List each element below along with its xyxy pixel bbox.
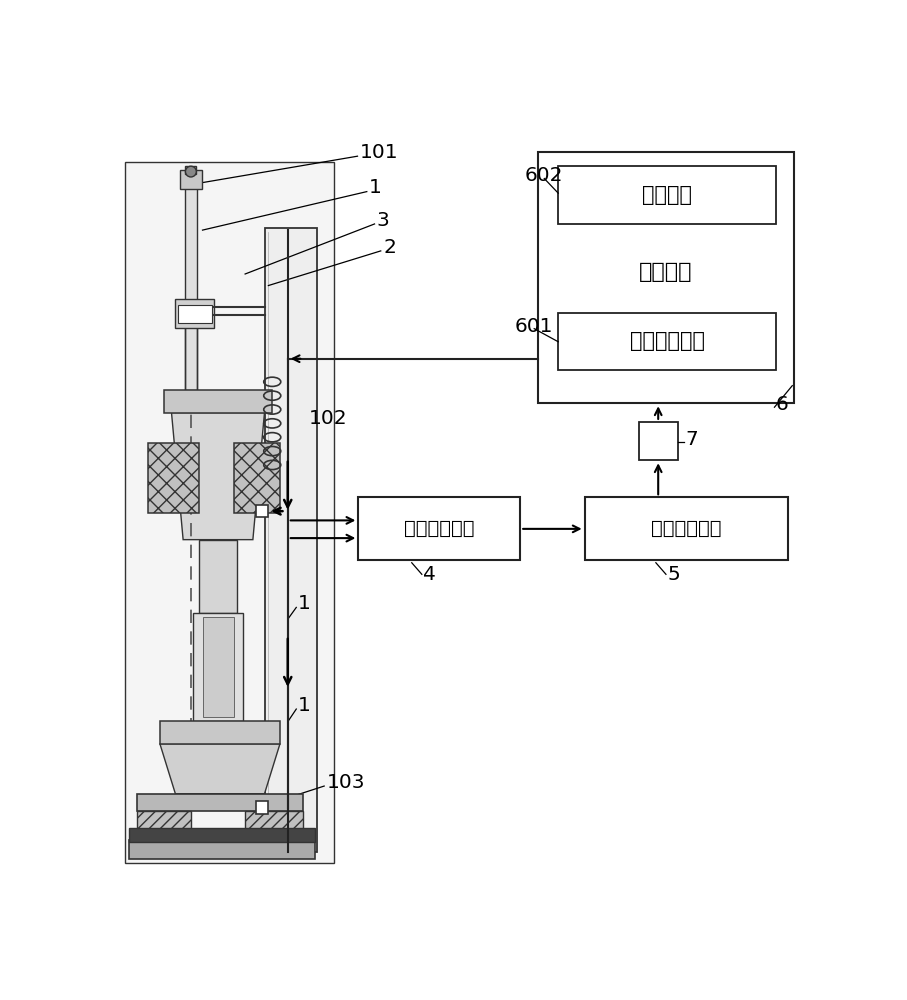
Bar xyxy=(265,228,317,852)
Text: 102: 102 xyxy=(308,409,347,428)
Polygon shape xyxy=(160,744,280,794)
Bar xyxy=(585,497,787,560)
Bar xyxy=(180,170,201,189)
Bar xyxy=(193,613,243,721)
Bar xyxy=(558,312,776,370)
Bar xyxy=(148,443,199,513)
Bar xyxy=(160,721,280,744)
Text: 2: 2 xyxy=(383,238,396,257)
Text: 602: 602 xyxy=(524,166,562,185)
Text: 监控终端: 监控终端 xyxy=(639,262,693,282)
Bar xyxy=(256,801,268,814)
Bar xyxy=(202,617,233,717)
Bar xyxy=(558,166,776,224)
Bar xyxy=(185,174,197,389)
Bar xyxy=(256,505,268,517)
Bar xyxy=(358,497,521,560)
Bar xyxy=(137,794,303,811)
Text: 1: 1 xyxy=(369,178,382,197)
Bar xyxy=(175,299,214,328)
Text: 数据处理模块: 数据处理模块 xyxy=(651,519,721,538)
Bar xyxy=(245,811,303,840)
Text: 103: 103 xyxy=(327,773,365,792)
Text: 101: 101 xyxy=(360,143,398,162)
Text: 601: 601 xyxy=(515,317,553,336)
Bar xyxy=(125,162,335,863)
Text: 1: 1 xyxy=(297,696,311,715)
Circle shape xyxy=(185,166,196,177)
Text: 6: 6 xyxy=(776,395,789,414)
Text: 显示模块: 显示模块 xyxy=(642,185,692,205)
Polygon shape xyxy=(171,413,265,540)
Text: 4: 4 xyxy=(424,565,436,584)
Bar xyxy=(639,422,678,460)
Text: 1: 1 xyxy=(297,594,311,613)
Text: 7: 7 xyxy=(686,430,698,449)
Bar xyxy=(164,389,272,413)
Text: 5: 5 xyxy=(668,565,680,584)
Bar xyxy=(178,305,212,323)
Bar xyxy=(129,828,315,842)
Text: 数据采集模块: 数据采集模块 xyxy=(404,519,474,538)
Text: 终端处理模块: 终端处理模块 xyxy=(629,331,705,351)
Text: 3: 3 xyxy=(377,211,390,230)
Bar xyxy=(129,840,315,859)
Bar xyxy=(233,443,280,513)
Bar xyxy=(137,811,190,840)
Bar xyxy=(538,152,794,403)
Bar xyxy=(199,540,238,613)
Bar xyxy=(185,166,196,174)
